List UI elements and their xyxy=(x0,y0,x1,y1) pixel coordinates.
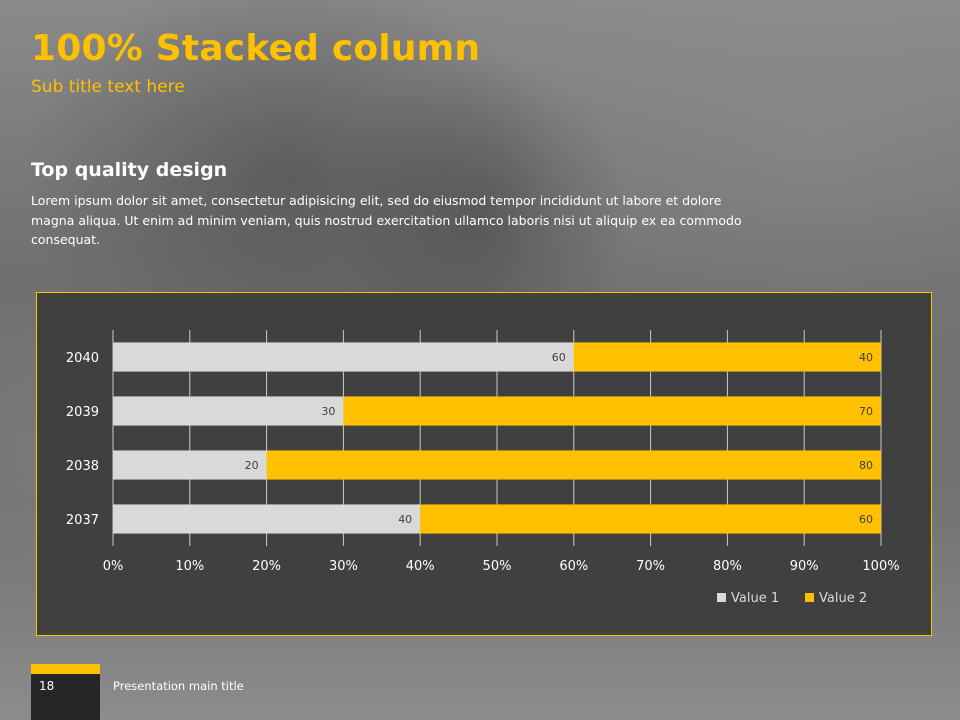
x-tick-label: 50% xyxy=(483,559,512,574)
slide-title: 100% Stacked column xyxy=(31,28,481,69)
footer-accent-bar xyxy=(31,664,100,674)
slide-subtitle: Sub title text here xyxy=(31,77,185,97)
y-category-label: 2038 xyxy=(66,459,99,474)
section-heading: Top quality design xyxy=(31,159,228,181)
y-category-label: 2039 xyxy=(66,405,99,420)
legend-swatch xyxy=(805,593,814,602)
x-tick-label: 100% xyxy=(862,559,899,574)
data-label: 60 xyxy=(552,351,566,364)
y-category-label: 2037 xyxy=(66,513,99,528)
bar-segment-1 xyxy=(113,342,574,372)
bar-segment-1 xyxy=(113,450,267,480)
x-tick-label: 10% xyxy=(175,559,204,574)
legend-label: Value 2 xyxy=(819,591,867,606)
x-tick-label: 0% xyxy=(103,559,124,574)
x-tick-label: 30% xyxy=(329,559,358,574)
x-tick-label: 70% xyxy=(636,559,665,574)
data-label: 80 xyxy=(859,459,873,472)
bar-segment-2 xyxy=(573,342,881,372)
x-tick-label: 20% xyxy=(252,559,281,574)
bar-segment-1 xyxy=(113,504,421,534)
legend-swatch xyxy=(717,593,726,602)
x-tick-label: 80% xyxy=(713,559,742,574)
page-number: 18 xyxy=(31,674,100,720)
x-tick-label: 90% xyxy=(790,559,819,574)
data-label: 40 xyxy=(859,351,873,364)
y-category-label: 2040 xyxy=(66,351,99,366)
bar-segment-1 xyxy=(113,396,344,426)
chart-panel: 0% 10% 20% 30% 40% 50% 60% 70% 80% 90% 100% 2040 60 4… xyxy=(36,292,932,636)
bar-segment-2 xyxy=(420,504,881,534)
data-label: 70 xyxy=(859,405,873,418)
x-tick-label: 60% xyxy=(559,559,588,574)
bar-segment-2 xyxy=(266,450,882,480)
x-tick-label: 40% xyxy=(406,559,435,574)
data-label: 40 xyxy=(398,513,412,526)
data-label: 20 xyxy=(245,459,259,472)
stacked-bar-chart: 0% 10% 20% 30% 40% 50% 60% 70% 80% 90% 100%2040 60 4… xyxy=(66,330,900,606)
body-paragraph: Lorem ipsum dolor sit amet, consectetur … xyxy=(31,193,742,247)
data-label: 30 xyxy=(321,405,335,418)
footer-title: Presentation main title xyxy=(113,679,244,693)
legend-label: Value 1 xyxy=(731,591,779,606)
data-label: 60 xyxy=(859,513,873,526)
bar-segment-2 xyxy=(343,396,881,426)
